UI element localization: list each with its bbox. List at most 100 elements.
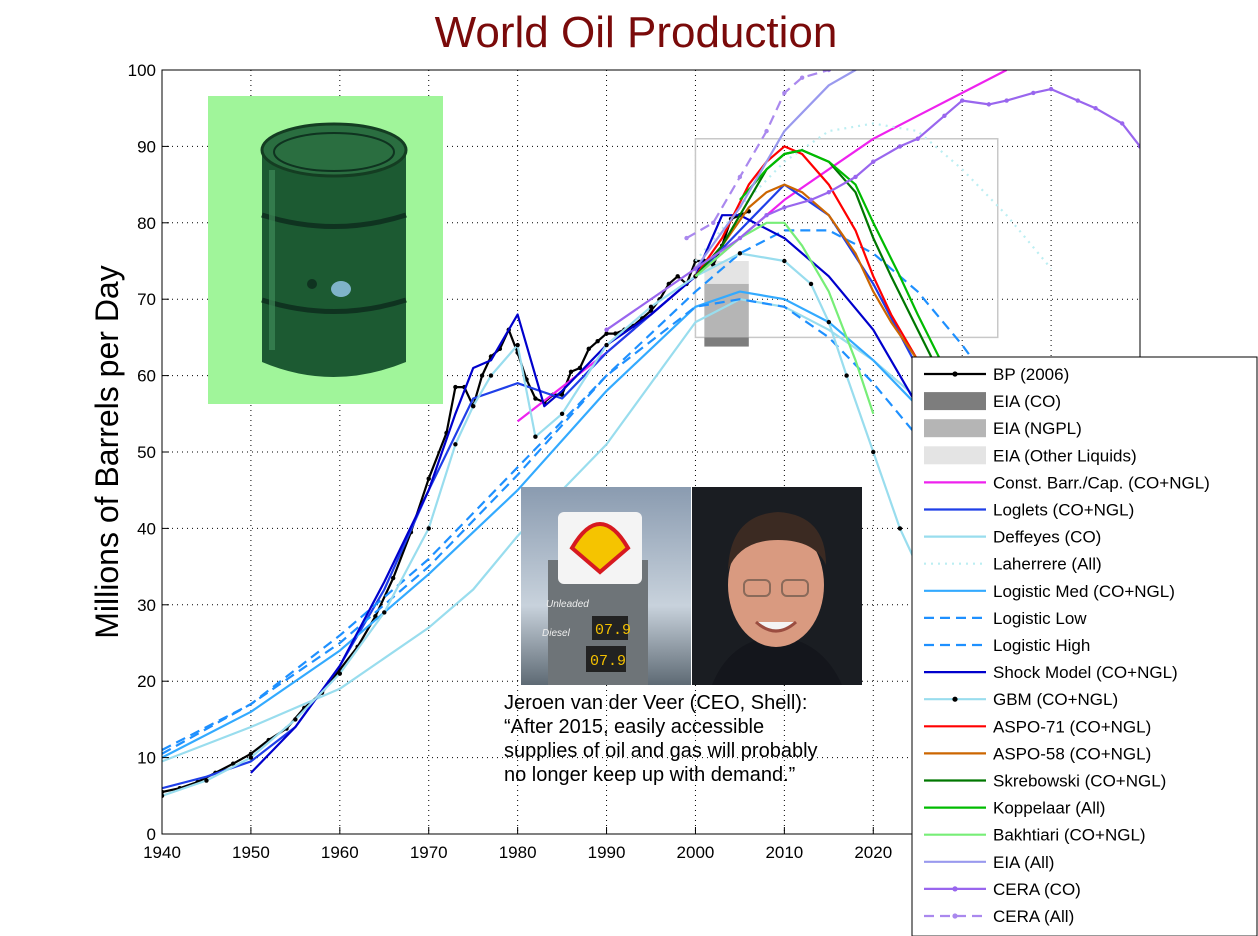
series-eia-all [694,70,858,270]
x-tick-label: 2010 [765,843,803,862]
legend-deffeyes-co-label: Deffeyes (CO) [993,528,1101,547]
point-gbm-co-ngl [897,526,903,531]
y-tick-label: 20 [137,672,156,691]
point-cera-all [737,174,743,180]
point-gbm-co-ngl [648,304,654,310]
point-gbm-co-ngl [515,342,520,348]
point-cera-co [915,136,920,141]
legend-koppelaar-all-label: Koppelaar (All) [993,799,1105,818]
x-tick-label: 1960 [321,843,359,862]
eia-co-bar [704,337,749,347]
legend-loglets-co-ngl-label: Loglets (CO+NGL) [993,501,1134,520]
point-gbm-co-ngl [204,778,209,783]
y-tick-label: 10 [137,749,156,768]
point-bp-2006 [426,476,431,481]
point-bp-2006 [373,614,378,619]
y-axis-label: Millions of Barrels per Day [89,265,125,638]
point-cera-all [684,235,689,241]
series-koppelaar-all [739,149,964,415]
pump-label-2: Diesel [542,628,571,639]
point-bp-2006 [586,346,591,352]
legend-skrebowski-co-ngl-label: Skrebowski (CO+NGL) [993,772,1166,791]
point-cera-co [942,113,947,119]
series-lines [162,70,1140,798]
point-cera-co [826,190,832,195]
point-gbm-co-ngl [826,319,832,325]
legend-logistic-high-label: Logistic High [993,636,1090,655]
point-gbm-co-ngl [426,526,431,531]
series-logistic-low [162,298,964,755]
y-tick-label: 80 [137,214,156,233]
x-tick-label: 2000 [677,843,715,862]
legend: BP (2006) EIA (CO) EIA (NGPL) EIA (Other Li… [911,356,1258,936]
point-gbm-co-ngl [871,449,876,455]
point-gbm-co-ngl [488,373,494,378]
point-cera-co [1137,144,1140,149]
point-bp-2006 [230,761,236,766]
point-cera-co [737,235,743,241]
point-gbm-co-ngl [337,671,343,676]
point-cera-co [1004,98,1009,103]
point-gbm-co-ngl [162,793,165,798]
point-bp-2006 [533,396,538,401]
quote-line-1: Jeroen van der Veer (CEO, Shell): [504,692,807,714]
legend-bp-2006-marker [952,371,958,377]
point-bp-2006 [390,575,396,581]
point-bp-2006 [479,373,485,378]
point-cera-all [711,220,716,225]
point-cera-co [986,102,992,107]
point-gbm-co-ngl [293,717,298,722]
legend-bp-2006-label: BP (2006) [993,365,1069,384]
point-cera-co [604,327,609,332]
legend-eia-co-swatch [924,392,986,411]
legend-eia-ngpl-swatch [924,419,986,438]
point-gbm-co-ngl [782,258,787,264]
point-cera-co [871,159,876,164]
point-cera-co [1048,86,1054,92]
point-cera-co [1031,90,1036,96]
legend-shock-model-co-ngl-label: Shock Model (CO+NGL) [993,663,1178,682]
x-tick-label: 2020 [854,843,892,862]
price-2: 07.9 [590,653,626,670]
point-cera-co [764,212,769,218]
x-tick-label: 1990 [588,843,626,862]
point-cera-co [959,98,965,103]
y-tick-label: 0 [147,825,156,844]
legend-logistic-low-label: Logistic Low [993,609,1087,628]
legend-cera-co-label: CERA (CO) [993,880,1081,899]
oil-barrel-image [208,96,443,404]
point-bp-2006 [577,365,583,371]
x-tick-label: 1980 [499,843,537,862]
legend-laherrere-all-label: Laherrere (All) [993,555,1102,574]
point-cera-all [826,70,832,73]
point-gbm-co-ngl [559,411,565,416]
price-1: 07.9 [595,622,631,639]
y-tick-label: 30 [137,596,156,615]
point-gbm-co-ngl [453,442,458,447]
legend-eia-all-label: EIA (All) [993,853,1054,872]
point-bp-2006 [604,331,609,336]
point-cera-co [897,144,903,149]
y-tick-label: 40 [137,519,156,538]
x-tick-label: 1950 [232,843,270,862]
point-cera-co [1075,98,1080,103]
point-gbm-co-ngl [808,281,814,287]
quote-line-3: supplies of oil and gas will probably [504,740,818,762]
point-bp-2006 [613,331,618,336]
legend-eia-other-liquids-swatch [924,446,986,465]
point-gbm-co-ngl [604,342,609,348]
series-deffeyes-co [162,298,1008,763]
point-bp-2006 [453,384,458,390]
legend-eia-ngpl-label: EIA (NGPL) [993,419,1082,438]
eia-bars [694,138,999,347]
quote-line-4: no longer keep up with demand.” [504,764,795,786]
barrel-icon [260,122,408,377]
shell-ceo-photo: Unleaded Diesel 07.9 07.9 [521,487,862,685]
point-cera-all [799,75,805,80]
legend-eia-co-label: EIA (CO) [993,392,1061,411]
point-gbm-co-ngl [248,755,254,760]
series-shock-model-co-ngl [250,214,964,774]
point-cera-co [693,266,698,271]
point-bp-2006 [568,369,574,374]
